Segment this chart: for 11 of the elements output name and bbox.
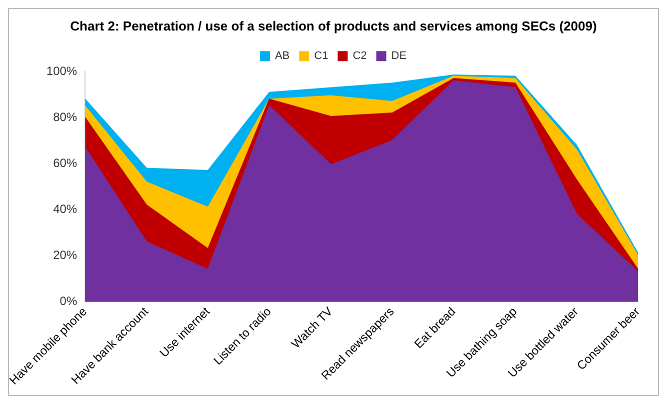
legend-label: C2 xyxy=(352,50,367,62)
legend-label: C1 xyxy=(314,50,328,62)
y-tick-label: 40% xyxy=(53,202,78,216)
y-tick-label: 0% xyxy=(60,294,78,308)
chart-title: Chart 2: Penetration / use of a selection of products and services among SECs (2009) xyxy=(70,18,597,34)
y-tick-label: 20% xyxy=(53,248,78,262)
y-tick-label: 100% xyxy=(46,64,78,78)
y-tick-label: 60% xyxy=(53,156,78,170)
y-tick-label: 80% xyxy=(53,110,78,124)
legend-label: DE xyxy=(391,50,407,62)
legend-label: AB xyxy=(274,50,290,62)
